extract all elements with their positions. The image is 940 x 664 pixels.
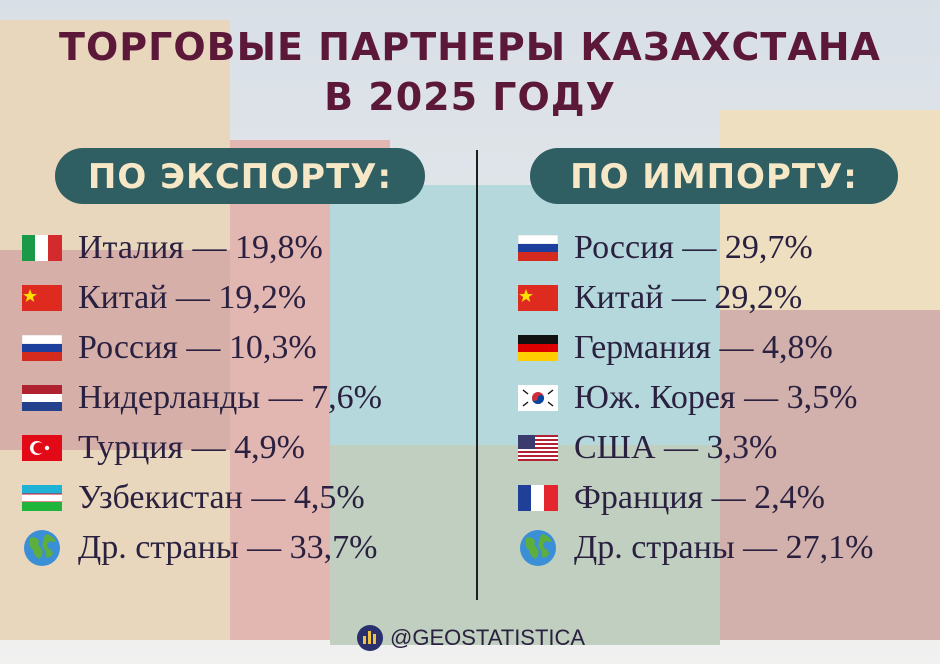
partner-item: Франция — 2,4% (574, 479, 825, 516)
partner-item: Россия — 10,3% (78, 329, 317, 366)
import-heading: ПО ИМПОРТУ: (570, 157, 858, 197)
heading-pill (55, 148, 425, 204)
flag-icon (22, 435, 62, 461)
flag-icon (22, 235, 62, 261)
partner-item: Юж. Корея — 3,5% (574, 379, 857, 416)
partner-item: Др. страны — 33,7% (78, 529, 378, 566)
flag-icon (22, 485, 62, 511)
flag-icon (518, 335, 558, 361)
title-line: ТОРГОВЫЕ ПАРТНЕРЫ КАЗАХСТАНА (59, 25, 881, 69)
flag-icon (22, 385, 62, 411)
footer: @GEOSTATISTICA (357, 625, 585, 651)
export-heading: ПО ЭКСПОРТУ: (88, 157, 392, 197)
partner-item: Китай — 29,2% (574, 279, 802, 316)
flag-icon (518, 235, 558, 261)
partner-item: Др. страны — 27,1% (574, 529, 874, 566)
flag-icon (518, 385, 558, 411)
partner-item: Германия — 4,8% (574, 329, 833, 366)
heading-pill (530, 148, 898, 204)
partner-item: Узбекистан — 4,5% (78, 479, 365, 516)
partner-item: Турция — 4,9% (78, 429, 305, 466)
partner-item: Китай — 19,2% (78, 279, 306, 316)
partner-item: Италия — 19,8% (78, 229, 323, 266)
flag-icon (518, 285, 558, 311)
title-line: В 2025 ГОДУ (324, 75, 616, 119)
flag-icon (518, 485, 558, 511)
footer-handle: @GEOSTATISTICA (390, 625, 585, 650)
partner-item: США — 3,3% (574, 429, 777, 466)
globe-icon (24, 530, 60, 566)
flag-icon (22, 285, 62, 311)
flag-icon (518, 435, 558, 461)
partner-item: Россия — 29,7% (574, 229, 813, 266)
globe-icon (520, 530, 556, 566)
flag-icon (22, 335, 62, 361)
partner-item: Нидерланды — 7,6% (78, 379, 382, 416)
